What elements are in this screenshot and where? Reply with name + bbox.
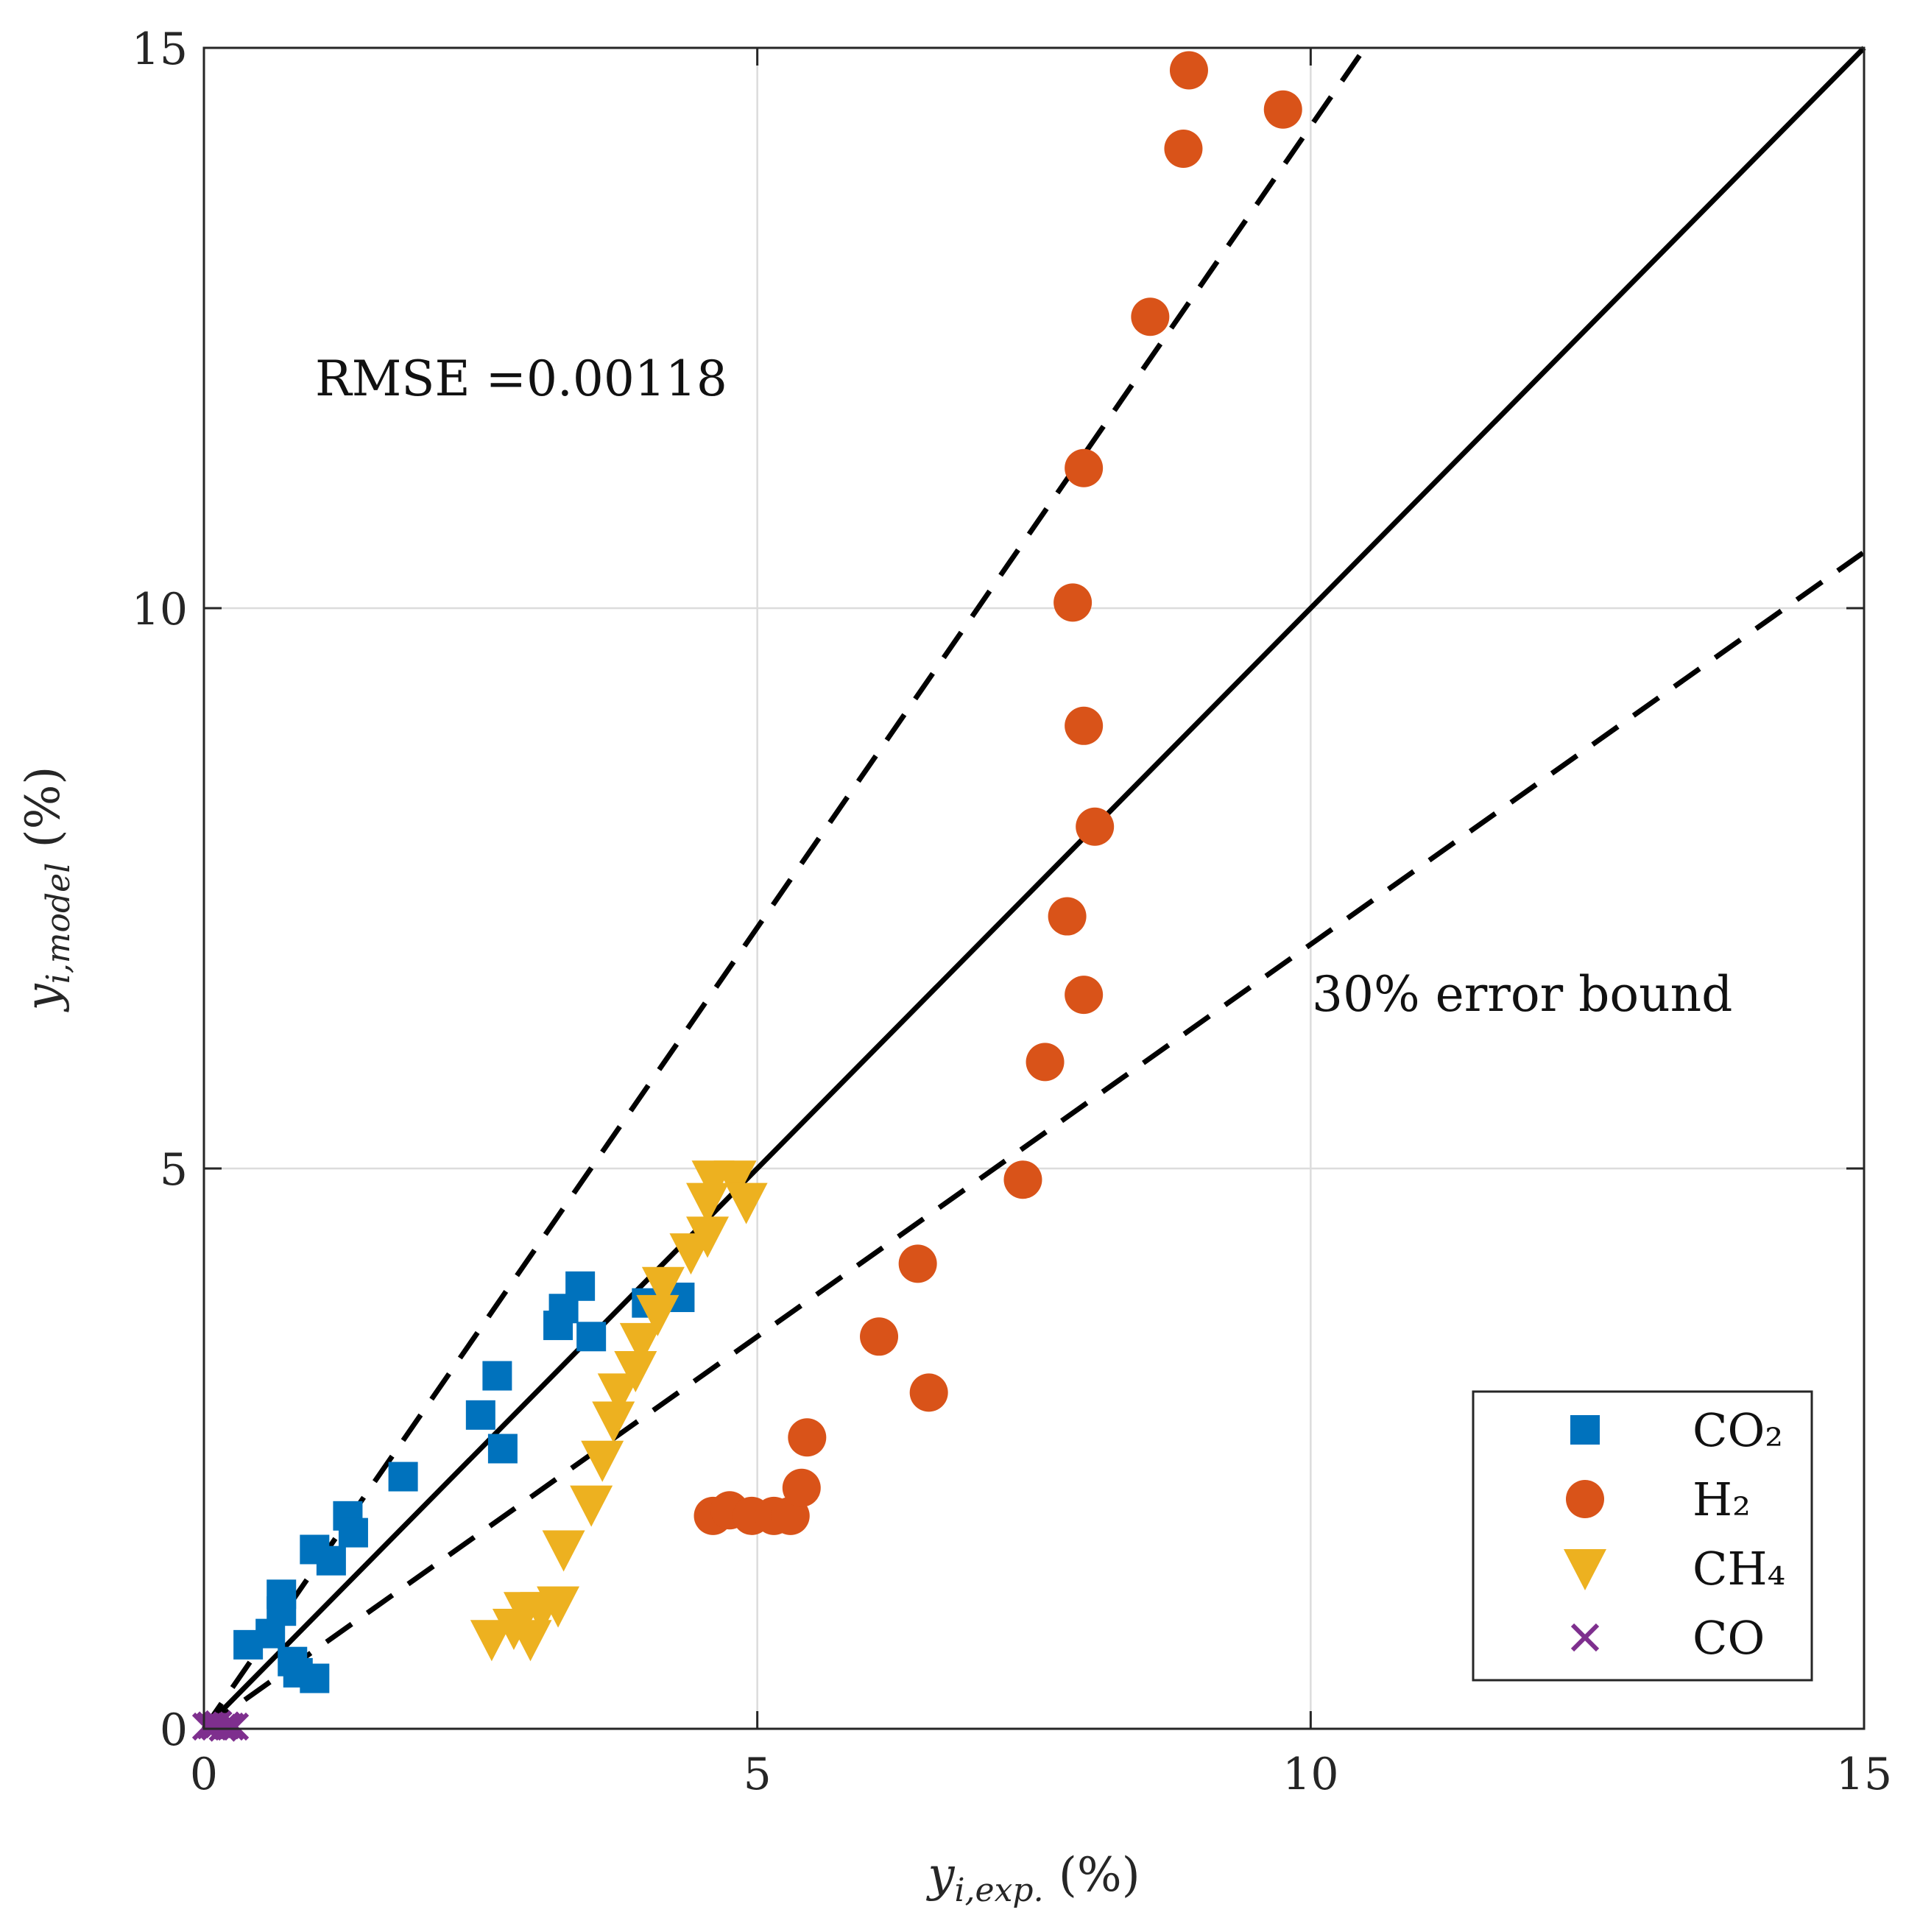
data-point [267, 1596, 297, 1626]
legend-label: CO [1693, 1611, 1765, 1665]
data-point [482, 1361, 512, 1391]
data-point [487, 1434, 518, 1464]
x-axis-label: yi,exp. (%) [925, 1848, 1140, 1909]
data-point [465, 1400, 495, 1430]
data-point [581, 1440, 624, 1482]
legend-marker [1566, 1480, 1604, 1518]
legend-box [1472, 1390, 1813, 1682]
data-point [470, 1620, 513, 1662]
series-4 [191, 1710, 250, 1742]
data-point [1131, 297, 1170, 336]
data-point [860, 1317, 899, 1356]
data-point [1003, 1160, 1042, 1199]
y-tick-label: 15 [132, 24, 188, 75]
axis-ticks: 0 5 10 15 0 5 10 15 [132, 24, 1893, 1800]
y-axis-label-unit: (%) [16, 766, 71, 863]
data-point [788, 1418, 827, 1457]
data-point [1076, 807, 1115, 846]
data-point [1065, 976, 1104, 1015]
data-point [338, 1517, 368, 1548]
legend-marker [1570, 1415, 1600, 1445]
data-point [713, 1160, 757, 1202]
x-tick-label: 0 [190, 1749, 218, 1800]
data-point [316, 1545, 346, 1576]
legend-label: CO₂ [1693, 1403, 1783, 1457]
data-point [1164, 129, 1203, 168]
error-bound-line [202, 550, 1866, 1731]
data-point [1065, 448, 1104, 487]
y-axis-label-sub: i,model [40, 863, 77, 984]
data-point [592, 1401, 635, 1443]
error-bound-line [202, 46, 1367, 1730]
data-point [537, 1586, 580, 1628]
legend-marker [1570, 1623, 1600, 1652]
legend: CO₂ H₂ CH₄ CO [1472, 1390, 1813, 1682]
data-point-stroke [211, 1711, 241, 1740]
y-axis-label-var: y [16, 983, 71, 1012]
data-point [898, 1244, 937, 1283]
series-1 [233, 1271, 695, 1693]
data-point [641, 1266, 685, 1308]
data-point [724, 1182, 768, 1224]
data-point [220, 1712, 250, 1741]
data-point [597, 1373, 640, 1415]
data-markers [191, 51, 1302, 1742]
y-tick-label: 5 [160, 1144, 188, 1196]
data-point-stroke [216, 1712, 245, 1741]
data-point [216, 1712, 245, 1741]
legend-label: H₂ [1693, 1473, 1751, 1526]
data-point [1026, 1043, 1065, 1082]
data-point [1065, 706, 1104, 745]
reference-lines [202, 46, 1866, 1731]
rmse-annotation: RMSE =0.00118 [315, 350, 727, 407]
data-point [542, 1530, 585, 1572]
plot-frame [202, 46, 1866, 1730]
x-tick-label: 10 [1282, 1749, 1338, 1800]
y-tick-label: 10 [132, 584, 188, 635]
data-point [686, 1182, 730, 1224]
data-point-stroke [220, 1712, 250, 1741]
data-point [909, 1373, 948, 1412]
x-axis-label-unit: (%) [1044, 1848, 1140, 1903]
data-point [388, 1462, 418, 1492]
x-tick-label: 15 [1836, 1749, 1892, 1800]
data-point [614, 1350, 657, 1392]
x-tick-label: 5 [744, 1749, 772, 1800]
series-2 [693, 51, 1302, 1535]
data-point [619, 1322, 663, 1364]
data-point [576, 1322, 607, 1352]
data-point [211, 1711, 241, 1740]
y-tick-label: 0 [160, 1704, 188, 1756]
x-axis-label-sub: i,exp. [954, 1872, 1043, 1909]
data-point [636, 1294, 680, 1336]
data-point [1048, 897, 1087, 936]
legend-marker-stroke [1570, 1623, 1600, 1652]
data-point [565, 1271, 596, 1301]
data-point [300, 1663, 330, 1693]
data-point [1169, 51, 1208, 90]
x-axis-label-var: y [925, 1848, 955, 1903]
data-point [1053, 583, 1093, 622]
data-point [570, 1485, 613, 1527]
series-3 [470, 1160, 768, 1662]
legend-marker [1564, 1549, 1606, 1590]
legend-label: CH₄ [1693, 1542, 1785, 1596]
data-point [686, 1216, 730, 1258]
y-axis-label: yi,model (%) [16, 766, 77, 1013]
data-point [782, 1468, 821, 1507]
error-bound-annotation: 30% error bound [1312, 966, 1732, 1023]
parity-line [202, 46, 1866, 1731]
data-point [1263, 90, 1302, 129]
